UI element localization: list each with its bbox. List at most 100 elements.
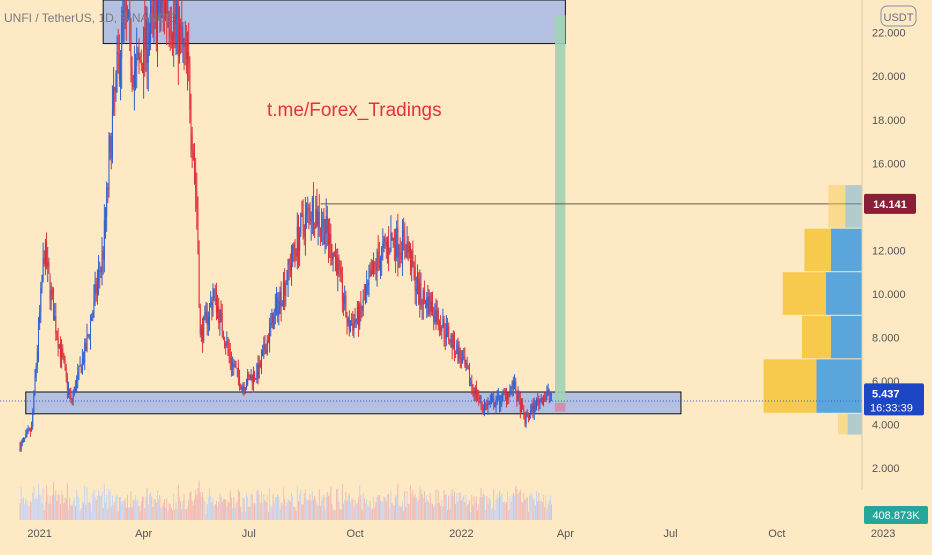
- volume-bar: [259, 503, 261, 520]
- volume-bar: [495, 499, 497, 520]
- candle: [226, 331, 228, 349]
- candle: [500, 395, 502, 412]
- volume-bar: [78, 497, 80, 520]
- volume-bar: [108, 488, 110, 520]
- candle: [334, 243, 336, 272]
- volume-bar: [472, 505, 474, 520]
- long-position-target[interactable]: [554, 15, 566, 403]
- candle: [108, 132, 110, 198]
- candle: [442, 308, 444, 329]
- volume-bar: [299, 495, 301, 520]
- candle: [349, 320, 351, 333]
- volume-bar: [520, 501, 522, 520]
- candle: [101, 237, 103, 286]
- candle: [465, 359, 467, 372]
- volume-bar: [51, 495, 53, 520]
- candle: [195, 157, 197, 212]
- volume-profile-sell: [847, 413, 862, 435]
- candle: [80, 364, 82, 374]
- candle: [98, 255, 100, 296]
- volume-bar: [329, 493, 331, 520]
- candle: [333, 251, 335, 257]
- volume-bar: [43, 509, 45, 520]
- candle: [403, 217, 405, 251]
- candle: [284, 268, 286, 311]
- candle: [145, 5, 147, 72]
- price-axis[interactable]: [862, 0, 932, 550]
- candle: [426, 291, 428, 319]
- candle: [103, 204, 105, 273]
- candle: [384, 233, 386, 249]
- volume-bar: [121, 502, 123, 520]
- volume-bar: [269, 487, 271, 520]
- volume-bar: [273, 502, 275, 520]
- volume-bar: [91, 511, 93, 520]
- volume-bar: [529, 495, 531, 520]
- candle: [211, 296, 213, 321]
- volume-bar: [414, 494, 416, 520]
- volume-bar: [407, 503, 409, 520]
- candle: [258, 355, 260, 380]
- volume-profile-buy: [804, 228, 831, 272]
- volume-bar: [84, 485, 86, 520]
- x-tick-label: 2021: [27, 528, 51, 540]
- volume-bar: [419, 485, 421, 520]
- volume-bar: [190, 491, 192, 520]
- candle: [435, 298, 437, 330]
- candle: [181, 0, 183, 53]
- symbol-header[interactable]: UNFI / TetherUS, 1D, BINANCE: [4, 11, 174, 25]
- volume-bar: [512, 493, 514, 520]
- candle: [493, 392, 495, 410]
- volume-bar: [438, 502, 440, 520]
- volume-bar: [237, 489, 239, 520]
- candle: [190, 93, 192, 158]
- candle: [274, 293, 276, 325]
- volume-bar: [364, 502, 366, 520]
- volume-bar: [359, 484, 361, 520]
- candle: [277, 292, 279, 323]
- candle: [353, 314, 355, 339]
- candle: [495, 395, 497, 413]
- candle: [532, 398, 534, 419]
- volume-bar: [120, 497, 122, 520]
- volume-bar: [456, 493, 458, 520]
- candle: [248, 371, 250, 381]
- long-position-stop[interactable]: [554, 402, 566, 412]
- candle: [351, 313, 353, 326]
- volume-bar: [467, 504, 469, 520]
- volume-bar: [487, 503, 489, 520]
- volume-bar: [117, 511, 119, 520]
- volume-bar: [98, 490, 100, 520]
- volume-bar: [207, 497, 209, 520]
- candle: [92, 310, 94, 322]
- volume-bar: [451, 488, 453, 520]
- volume-bar: [486, 496, 488, 520]
- volume-bar: [58, 495, 60, 520]
- candle: [39, 304, 41, 330]
- candle: [114, 86, 116, 116]
- candle: [133, 45, 135, 111]
- volume-bar: [42, 488, 44, 520]
- volume-bar: [351, 498, 353, 520]
- volume-bar: [408, 504, 410, 520]
- volume-bar: [460, 500, 462, 520]
- volume-bar: [213, 505, 215, 520]
- candle: [198, 240, 200, 309]
- volume-bar: [312, 499, 314, 520]
- candle: [414, 254, 416, 305]
- candle: [44, 238, 46, 276]
- candle: [370, 258, 372, 277]
- candle: [328, 218, 330, 263]
- volume-bar: [168, 503, 170, 520]
- volume-bar: [151, 496, 153, 520]
- volume-bar: [292, 496, 294, 520]
- demand-zone[interactable]: [25, 391, 682, 415]
- y-tick-label: 18.000: [872, 115, 906, 127]
- volume-bar: [221, 501, 223, 520]
- candle: [294, 239, 296, 268]
- candle: [363, 284, 365, 301]
- candle: [341, 266, 343, 313]
- currency-badge[interactable]: [880, 5, 917, 27]
